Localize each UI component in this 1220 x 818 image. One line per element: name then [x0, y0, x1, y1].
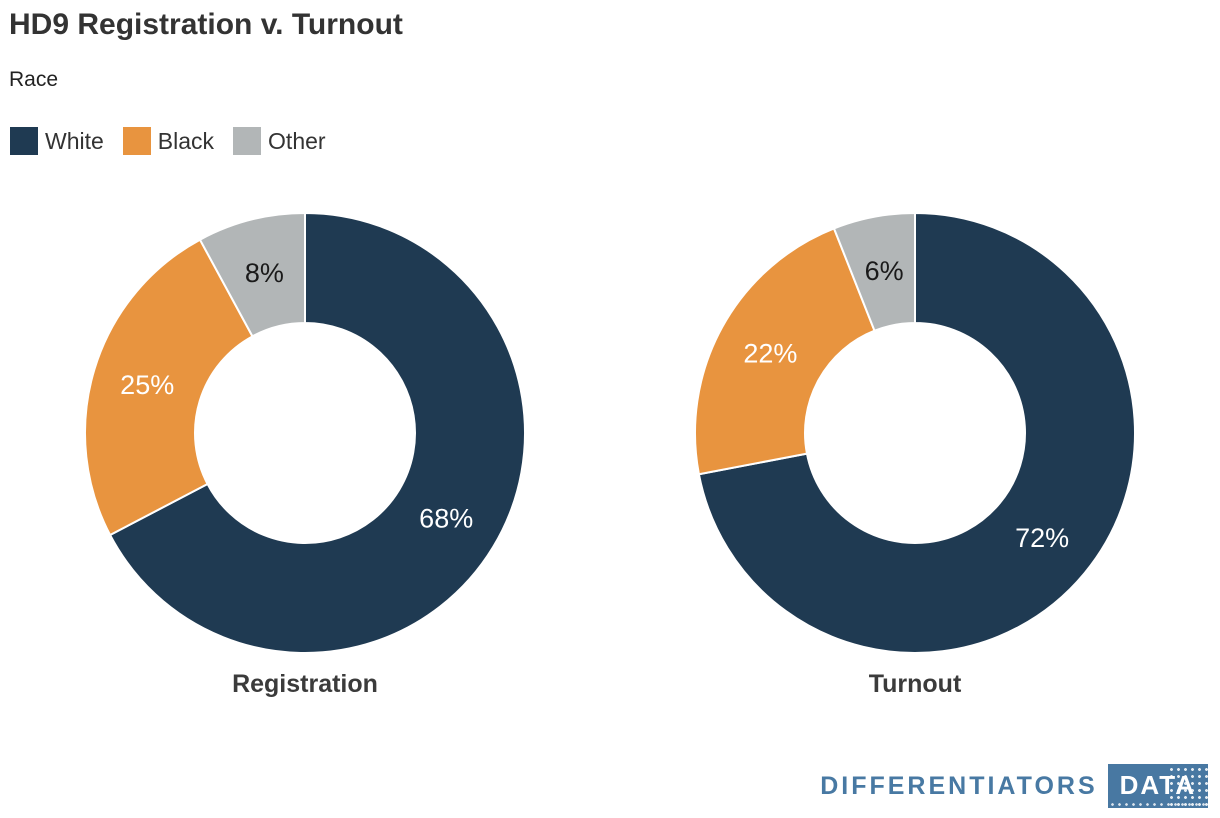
chart-subtitle: Race — [9, 68, 59, 91]
legend-label: Other — [268, 127, 326, 154]
brand-badge-label: DATA — [1119, 770, 1196, 800]
donut-slice-other — [198, 212, 306, 338]
donut-slice-black — [694, 227, 876, 476]
slice-label-white: 68% — [419, 503, 473, 533]
chart-caption-turnout: Turnout — [868, 670, 962, 698]
turnout-donut-svg: 72% 22% 6% — [694, 212, 1136, 654]
differentiators-data-logo: DIFFERENTIATORS DATA — [820, 764, 1208, 808]
slice-label-other: 6% — [865, 256, 904, 286]
chart-caption-registration: Registration — [232, 670, 378, 698]
slice-label-black: 22% — [743, 339, 797, 369]
registration-donut-chart: 68% 25% 8% Registration — [83, 211, 527, 699]
legend-item-white: White — [10, 127, 104, 155]
legend-item-black: Black — [122, 127, 215, 155]
donut-slice-black — [84, 238, 254, 537]
page-title: HD9 Registration v. Turnout — [9, 8, 403, 41]
brand-name: DIFFERENTIATORS — [820, 771, 1098, 800]
legend-swatch-white — [10, 127, 38, 155]
slice-label-black: 25% — [120, 370, 174, 400]
legend-item-other: Other — [233, 127, 326, 155]
brand-badge: DATA — [1107, 764, 1208, 808]
turnout-donut-chart: 72% 22% 6% Turnout — [693, 211, 1137, 699]
registration-donut-svg: 68% 25% 8% — [84, 212, 526, 654]
donut-slice-other — [833, 212, 916, 332]
slice-label-other: 8% — [245, 258, 284, 288]
donut-slice-white — [697, 212, 1136, 654]
slice-label-white: 72% — [1015, 523, 1069, 553]
legend: White Black Other — [10, 127, 345, 155]
legend-label: White — [45, 127, 104, 154]
legend-swatch-black — [122, 127, 151, 155]
legend-label: Black — [157, 127, 215, 154]
legend-swatch-other — [233, 127, 262, 155]
donut-slice-white — [109, 212, 526, 654]
